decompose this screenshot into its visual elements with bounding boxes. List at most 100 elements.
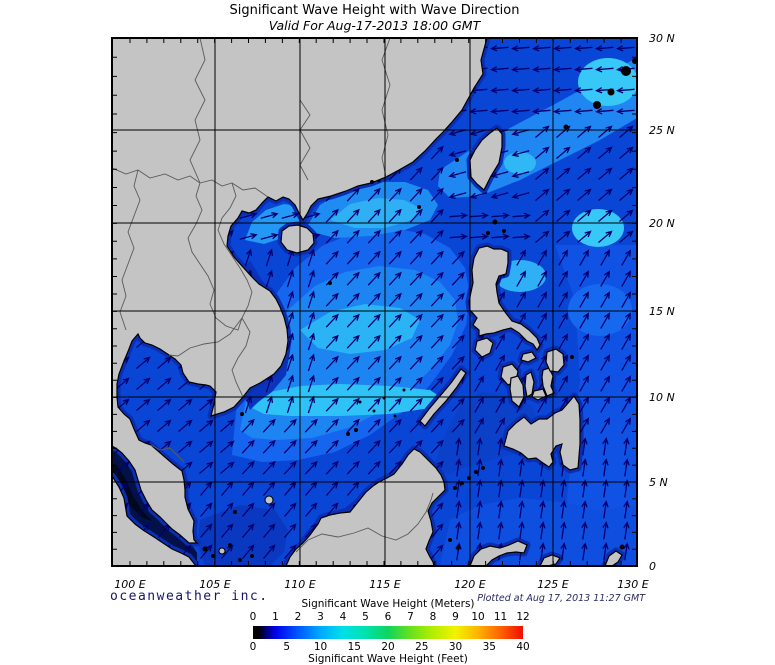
degree-ticks [112, 38, 637, 566]
legend-title-feet: Significant Wave Height (Feet) [308, 653, 468, 665]
islet-25 [481, 466, 485, 470]
wave-height-patch-6 [245, 204, 306, 244]
lat-label-20 N: 20 N [649, 217, 675, 230]
country-border-6 [119, 169, 141, 331]
islet-32 [238, 558, 242, 562]
islet-30 [632, 58, 637, 64]
feet-tick-35: 35 [482, 641, 496, 653]
meters-tick-2: 2 [294, 611, 302, 623]
feet-tick-5: 5 [283, 641, 291, 653]
wave-height-patch-3 [300, 304, 420, 354]
wave-height-patch-18 [568, 284, 632, 336]
feet-tick-30: 30 [448, 641, 463, 653]
islet-27 [593, 101, 601, 109]
islet-7 [377, 179, 381, 183]
map-title: Significant Wave Height with Wave Direct… [229, 3, 520, 18]
land-china-indochina [112, 38, 488, 544]
lon-label-110 E: 110 E [284, 578, 315, 591]
country-border-5 [231, 317, 251, 398]
islet-35 [456, 546, 460, 550]
lon-label-115 E: 115 E [369, 578, 400, 591]
islet-9 [372, 409, 376, 413]
meters-tick-3: 3 [317, 611, 324, 623]
islet-16 [202, 546, 208, 552]
islet-0 [492, 219, 498, 225]
legend-title-meters: Significant Wave Height (Meters) [301, 598, 475, 610]
country-border-9 [299, 99, 311, 181]
meters-tick-6: 6 [384, 611, 392, 623]
feet-tick-20: 20 [381, 641, 395, 653]
lon-label-100 E: 100 E [114, 578, 145, 591]
wave-height-patch-9 [432, 392, 540, 474]
islet-33 [250, 554, 254, 558]
islet-11 [393, 414, 397, 418]
meters-tick-11: 11 [493, 611, 508, 623]
meters-tick-4: 4 [339, 611, 347, 623]
country-border-7 [150, 444, 185, 463]
land-masbate [520, 351, 537, 363]
islet-6 [370, 180, 374, 184]
lat-label-30 N: 30 N [649, 32, 675, 45]
legend-meters-scale: 0 1 2 3 4 5 6 7 8 9 10 11 12 [233, 611, 543, 623]
land-cebu [524, 371, 535, 398]
land-negros [509, 375, 525, 408]
gray-island-0 [264, 495, 274, 505]
land-mindanao [503, 394, 581, 471]
islet-1 [502, 229, 506, 233]
islet-31 [570, 355, 574, 359]
wave-height-patch-5 [330, 198, 420, 228]
islet-12 [402, 388, 406, 392]
lat-label-5 N: 5 N [649, 476, 668, 489]
islet-28 [607, 88, 615, 96]
meters-tick-9: 9 [452, 611, 459, 623]
plotted-timestamp: Plotted at Aug 17, 2013 11:27 GMT [477, 593, 645, 604]
islet-8 [358, 400, 362, 404]
islet-13 [240, 412, 244, 416]
meters-tick-8: 8 [429, 611, 437, 623]
land-halmahera [604, 550, 623, 566]
lon-label-125 E: 125 E [537, 578, 568, 591]
islet-26 [563, 124, 569, 130]
title-block: Significant Wave Height with Wave Direct… [112, 3, 637, 33]
meters-tick-12: 12 [516, 611, 530, 623]
lon-label-105 E: 105 E [199, 578, 230, 591]
country-border-2 [217, 182, 253, 319]
map-frame [111, 37, 638, 567]
feet-tick-25: 25 [415, 641, 429, 653]
islet-36 [619, 544, 625, 550]
meters-tick-10: 10 [471, 611, 485, 623]
islet-29 [621, 66, 631, 76]
islet-19 [346, 432, 350, 436]
country-border-10 [189, 38, 206, 184]
map-border-frame [111, 37, 638, 567]
islet-24 [474, 470, 478, 474]
lon-label-120 E: 120 E [454, 578, 485, 591]
graticule [112, 38, 637, 566]
islet-21 [453, 486, 457, 490]
land-taiwan [469, 127, 503, 191]
land-mindoro [474, 337, 494, 358]
land-island-south-1 [539, 554, 561, 566]
feet-tick-0: 0 [249, 641, 257, 653]
land-borneo [285, 448, 446, 566]
legend-feet-scale: 0 5 10 15 20 25 30 35 40 [233, 641, 543, 653]
lon-label-130 E: 130 E [617, 578, 648, 591]
gray-island-1 [218, 547, 226, 555]
meters-tick-0: 0 [249, 611, 257, 623]
islet-20 [354, 428, 358, 432]
islet-2 [486, 231, 490, 235]
islet-3 [455, 158, 459, 162]
lat-label-15 N: 15 N [649, 305, 675, 318]
country-border-11 [381, 38, 391, 178]
country-borders [112, 38, 434, 553]
islet-5 [328, 281, 332, 285]
islet-4 [417, 205, 421, 209]
land-hainan [280, 224, 315, 254]
country-border-1 [112, 167, 201, 184]
axis-labels: 100 E 105 E 110 E 115 E 120 E 125 E 130 E 30 N 2… [114, 32, 674, 591]
lat-label-10 N: 10 N [649, 391, 675, 404]
islet-14 [233, 510, 237, 514]
meters-tick-7: 7 [407, 611, 414, 623]
